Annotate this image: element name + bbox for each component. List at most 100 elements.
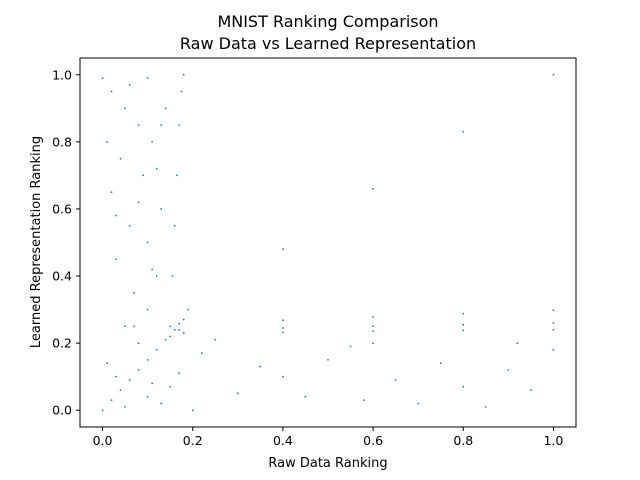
data-point	[146, 359, 149, 361]
y-axis-label: Learned Representation Ranking	[29, 136, 44, 348]
data-point	[133, 291, 136, 294]
scatter-points	[101, 73, 555, 412]
data-point	[151, 140, 154, 143]
chart-title-line-2: Raw Data vs Learned Representation	[180, 34, 476, 53]
data-point	[128, 379, 131, 381]
data-point	[106, 140, 108, 143]
data-point	[236, 392, 239, 395]
data-point	[439, 362, 442, 365]
data-point	[182, 318, 185, 321]
data-point	[282, 331, 284, 334]
data-point	[182, 332, 185, 334]
data-point	[372, 342, 374, 345]
data-point	[462, 385, 465, 388]
data-point	[137, 201, 140, 204]
data-point	[160, 124, 163, 126]
data-point	[115, 375, 117, 378]
data-point	[282, 248, 284, 251]
x-axis-ticks: 0.0 0.2 0.4 0.6 0.8 1.0	[93, 427, 564, 448]
data-point	[462, 323, 465, 326]
data-point	[484, 405, 487, 408]
data-point	[282, 375, 284, 378]
x-tick-label: 0.4	[273, 433, 293, 448]
x-tick-label: 0.0	[93, 433, 113, 448]
data-point	[124, 325, 126, 328]
data-point	[178, 328, 181, 331]
data-point	[372, 330, 374, 333]
data-point	[160, 402, 163, 405]
data-point	[155, 167, 158, 170]
y-tick-label: 0.0	[52, 403, 72, 418]
data-point	[124, 405, 126, 408]
data-point	[124, 107, 126, 110]
data-point	[146, 308, 149, 311]
data-point	[146, 77, 149, 80]
x-axis-label: Raw Data Ranking	[268, 456, 387, 471]
data-point	[115, 258, 117, 261]
data-point	[552, 328, 555, 331]
data-point	[176, 174, 178, 177]
data-point	[128, 224, 131, 227]
data-point	[417, 402, 420, 405]
plot-area-frame	[79, 57, 577, 428]
data-point	[327, 359, 329, 361]
data-point	[182, 73, 185, 76]
data-point	[169, 335, 172, 338]
data-point	[462, 312, 465, 315]
data-point	[372, 187, 374, 190]
y-tick-label: 1.0	[52, 67, 72, 82]
data-point	[282, 327, 284, 329]
data-point	[200, 352, 203, 355]
chart-title-line-1: MNIST Ranking Comparison	[217, 12, 438, 31]
x-tick-label: 0.2	[183, 433, 203, 448]
data-point	[128, 83, 131, 86]
data-point	[173, 224, 176, 227]
x-tick-label: 1.0	[544, 433, 564, 448]
data-point	[282, 319, 284, 322]
data-point	[552, 73, 555, 76]
data-point	[304, 395, 307, 398]
y-tick-label: 0.6	[52, 201, 72, 216]
y-tick-label: 0.8	[52, 134, 72, 149]
data-point	[552, 309, 555, 312]
data-point	[115, 214, 117, 217]
data-point	[119, 157, 122, 160]
data-point	[214, 338, 217, 341]
data-point	[151, 268, 154, 271]
data-point	[259, 365, 262, 368]
data-point	[133, 325, 136, 328]
data-point	[106, 362, 108, 365]
data-point	[142, 174, 145, 177]
data-point	[372, 325, 374, 328]
data-point	[169, 325, 172, 328]
data-point	[137, 369, 140, 371]
data-point	[151, 382, 154, 385]
data-point	[164, 107, 167, 110]
data-point	[180, 90, 183, 93]
data-point	[363, 399, 365, 402]
y-tick-label: 0.2	[52, 336, 72, 351]
data-point	[178, 372, 181, 375]
data-point	[101, 409, 104, 412]
data-point	[191, 409, 194, 412]
data-point	[110, 90, 113, 93]
data-point	[137, 342, 140, 345]
y-tick-label: 0.4	[52, 269, 72, 284]
data-point	[394, 379, 397, 381]
data-point	[160, 208, 163, 210]
data-point	[137, 124, 140, 126]
data-point	[462, 329, 465, 332]
data-point	[507, 369, 510, 371]
data-point	[110, 191, 113, 194]
data-point	[516, 342, 519, 345]
data-point	[552, 348, 555, 351]
data-point	[110, 399, 113, 402]
data-point	[178, 322, 181, 325]
data-point	[155, 348, 158, 351]
x-tick-label: 0.6	[363, 433, 383, 448]
data-point	[530, 389, 532, 391]
data-point	[119, 389, 122, 391]
data-point	[178, 124, 181, 126]
data-point	[552, 322, 555, 324]
